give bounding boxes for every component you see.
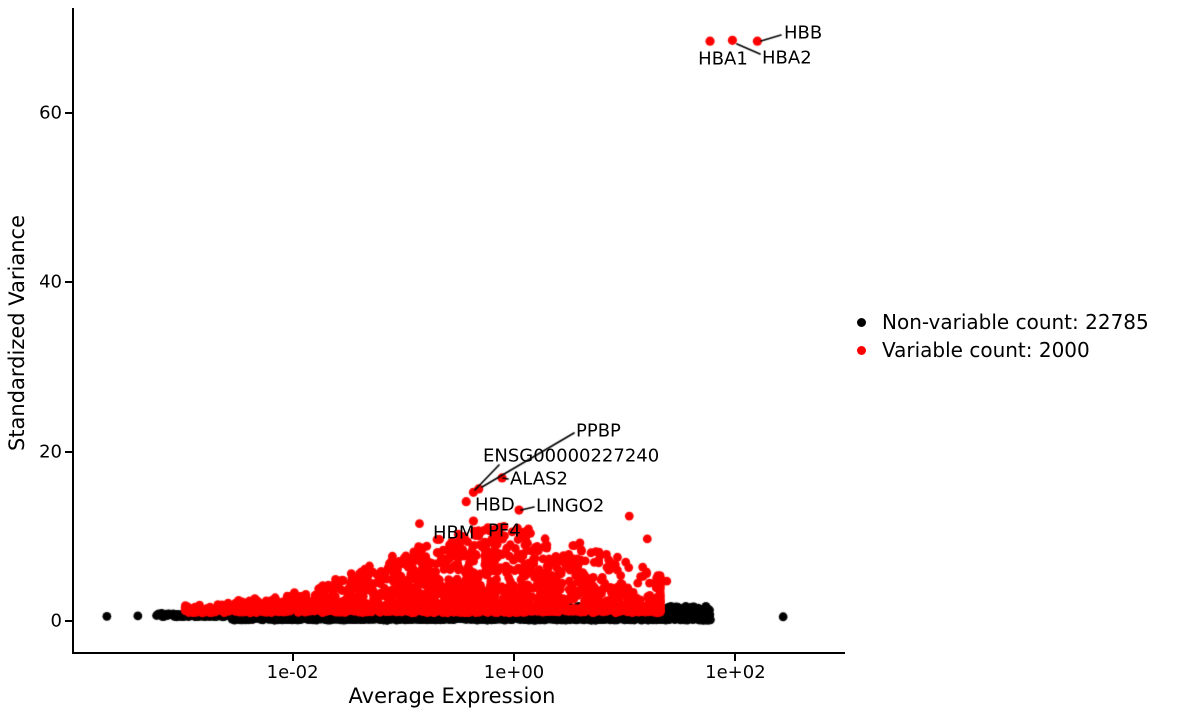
legend-dot-icon <box>857 317 866 327</box>
gene-label-ensg00000227240: ENSG00000227240 <box>483 445 660 467</box>
legend: Non-variable count: 22785 Variable count… <box>848 308 1149 364</box>
y-tick-mark <box>65 281 72 284</box>
gene-label-pf4: PF4 <box>488 520 521 542</box>
gene-label-hbm: HBM <box>433 522 475 544</box>
gene-label-hbb: HBB <box>784 22 823 44</box>
gene-label-hba2: HBA2 <box>762 47 812 69</box>
y-tick-mark <box>65 450 72 453</box>
y-tick-mark <box>65 620 72 622</box>
legend-item-label: Non-variable count: 22785 <box>882 310 1149 334</box>
x-tick-label: 1e+02 <box>705 662 766 683</box>
legend-item-label: Variable count: 2000 <box>882 338 1090 362</box>
y-axis-line <box>72 8 74 654</box>
x-tick-mark <box>513 654 515 661</box>
y-tick-label: 0 <box>50 610 62 632</box>
y-tick-label: 60 <box>39 102 62 124</box>
gene-label-lingo2: LINGO2 <box>536 495 605 517</box>
gene-label-hbd: HBD <box>475 494 515 516</box>
legend-item: Non-variable count: 22785 <box>848 308 1149 336</box>
x-tick-mark <box>734 654 737 661</box>
legend-dot-icon <box>857 345 866 355</box>
y-tick-label: 40 <box>39 271 62 293</box>
gene-label-ppbp: PPBP <box>576 420 621 442</box>
y-tick-mark <box>65 112 72 115</box>
gene-label-hba1: HBA1 <box>698 48 748 70</box>
x-axis-line <box>72 652 845 654</box>
x-axis-title: Average Expression <box>348 684 556 708</box>
gene-label-alas2: ALAS2 <box>510 468 568 490</box>
y-tick-label: 20 <box>39 441 62 463</box>
legend-item: Variable count: 2000 <box>848 336 1149 364</box>
x-tick-label: 1e+00 <box>483 662 545 683</box>
x-tick-label: 1e-02 <box>266 662 319 683</box>
x-tick-mark <box>291 654 294 661</box>
y-axis-title: Standardized Variance <box>5 214 29 452</box>
